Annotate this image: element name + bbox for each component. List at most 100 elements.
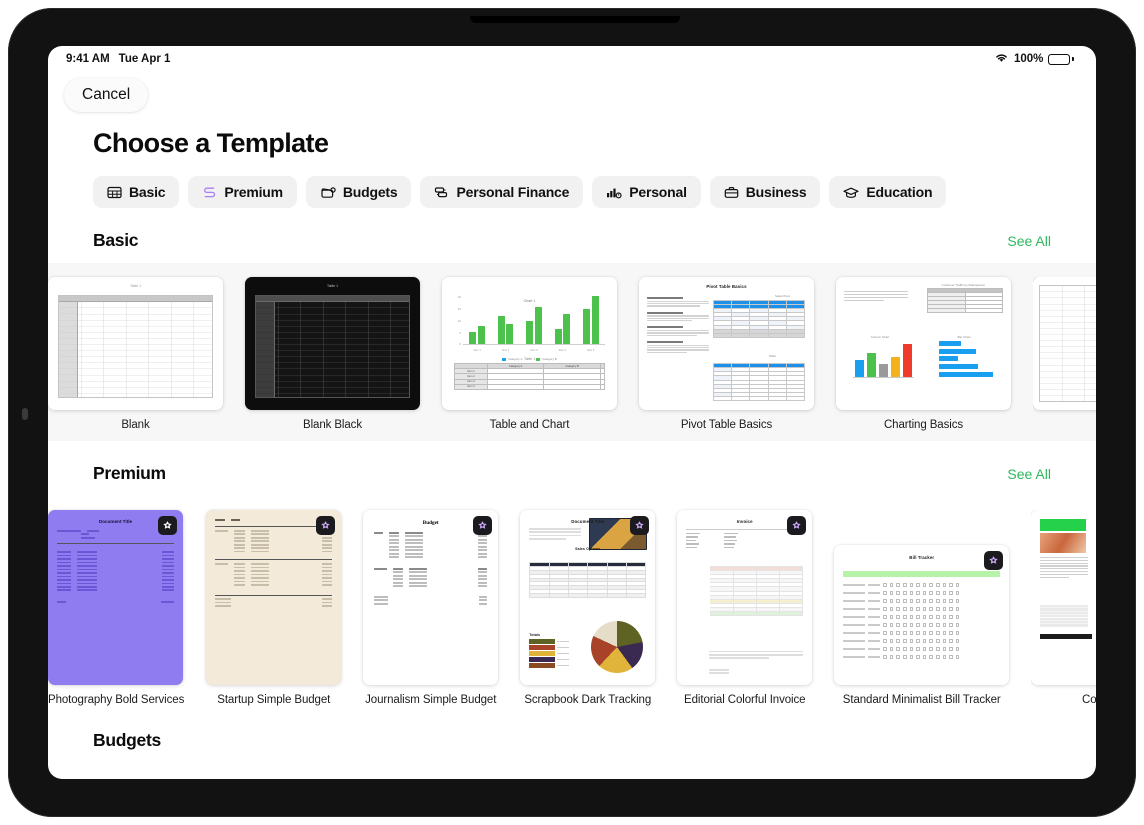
template-label: Table and Chart [489, 419, 570, 431]
template-tile-startup-simple-budget[interactable]: Startup Simple Budget [206, 510, 342, 706]
template-tile-scrapbook-dark-tracking[interactable]: Document Title Sales Options [520, 510, 656, 706]
table-row-headers [256, 302, 275, 397]
wifi-icon [994, 52, 1009, 66]
pie-legend [529, 639, 570, 669]
doc-title: Invoice [736, 519, 753, 524]
category-chip-personal[interactable]: Personal [592, 176, 701, 208]
premium-badge-icon [158, 516, 177, 535]
see-all-basic[interactable]: See All [1007, 233, 1051, 249]
template-tile-blank-black[interactable]: Table 1 Blank Black [245, 277, 420, 431]
chip-label: Business [745, 184, 807, 200]
section-title: Budgets [93, 730, 161, 750]
pivot-description-text [647, 297, 709, 358]
premium-template-row[interactable]: Document Title [48, 496, 1096, 716]
battery-full-icon [1048, 53, 1074, 65]
template-thumbnail[interactable]: Bill Tracker [834, 545, 1010, 685]
template-label: Comm [1082, 694, 1096, 706]
bill-row [843, 637, 1000, 645]
template-thumbnail[interactable]: Budget [363, 510, 499, 685]
template-label: Standard Minimalist Bill Tracker [842, 694, 1001, 706]
category-chip-business[interactable]: Business [709, 176, 821, 208]
chip-label: Premium [224, 184, 283, 200]
invoice-table [686, 565, 804, 617]
bar-chart-title: Bar Chart [957, 335, 971, 339]
bill-row [843, 645, 1000, 653]
table-header-row [59, 296, 212, 302]
template-thumbnail[interactable]: Customer Traffic by Salesperson Colu [836, 277, 1011, 410]
table-caption: Table 1 [327, 284, 338, 288]
template-tile-pivot-table-basics[interactable]: Pivot Table Basics Sales Pivot [639, 277, 814, 431]
plot-area [853, 340, 914, 378]
column-chart-title: Column Chart [870, 335, 890, 339]
doc-title: Budget [422, 520, 439, 526]
template-thumbnail[interactable]: Chart 1 20 15 10 5 0 [442, 277, 617, 410]
community-banner [1040, 519, 1087, 531]
template-thumbnail[interactable]: Document Title [48, 510, 183, 685]
chip-label: Budgets [342, 184, 398, 200]
pie-chart-preview [591, 621, 644, 673]
template-label: Blank Black [303, 419, 362, 431]
ipad-device-frame: 9:41 AM Tue Apr 1 100% Cancel [8, 8, 1136, 817]
blank-table-grid [58, 295, 213, 398]
template-label: Photography Bold Services [48, 694, 185, 706]
bar-chart-icon [606, 186, 622, 199]
chip-label: Personal Finance [456, 184, 570, 200]
category-chip-personal-finance[interactable]: Personal Finance [420, 176, 584, 208]
section-title: Basic [93, 230, 139, 250]
template-tile-charting-basics[interactable]: Customer Traffic by Salesperson Colu [836, 277, 1011, 431]
template-tile-standard-minimalist-bill-tracker[interactable]: Bill Tracker [834, 510, 1010, 706]
doc-title: Document Title [98, 519, 133, 524]
column-chart-preview: Column Chart [846, 335, 914, 384]
template-chooser-scroll[interactable]: Choose a Template Basic Premium [48, 118, 1096, 779]
status-time: 9:41 AM [66, 53, 110, 65]
x-axis-labels: Item 1 Item 2 Item 3 Item 4 Item 5 [463, 349, 605, 352]
category-chip-premium[interactable]: Premium [188, 176, 297, 208]
template-tile-editorial-colorful-invoice[interactable]: Invoice [677, 510, 813, 706]
cancel-button[interactable]: Cancel [64, 78, 149, 112]
premium-badge-icon [630, 516, 650, 535]
template-thumbnail[interactable] [206, 510, 342, 685]
status-bar: 9:41 AM Tue Apr 1 100% [48, 46, 1096, 72]
bill-row [843, 581, 1000, 589]
blank-table-grid [255, 295, 410, 398]
bill-row [843, 613, 1000, 621]
template-tile-blank[interactable]: Table 1 Blank [48, 277, 223, 431]
pivot-caption: Table [768, 354, 776, 358]
template-thumbnail[interactable]: Table 1 [245, 277, 420, 410]
table-row-headers [59, 302, 78, 397]
template-thumbnail[interactable] [1033, 277, 1096, 410]
see-all-premium[interactable]: See All [1007, 466, 1051, 482]
template-tile-community[interactable]: Comm [1031, 510, 1096, 706]
basic-template-row[interactable]: Table 1 Blank Table 1 [48, 263, 1096, 441]
y-tick: 15 [457, 307, 461, 311]
template-tile-clipped[interactable] [1033, 277, 1096, 431]
template-thumbnail[interactable]: Pivot Table Basics Sales Pivot [639, 277, 814, 410]
community-text [1040, 557, 1089, 579]
td: Item 4 [454, 383, 488, 390]
plot-area [463, 295, 605, 345]
y-tick: 0 [459, 342, 461, 346]
battery-percent-label: 100% [1013, 53, 1044, 65]
graduation-cap-icon [843, 186, 860, 199]
bill-row [843, 653, 1000, 661]
section-title: Premium [93, 463, 166, 483]
chip-label: Personal [629, 184, 687, 200]
category-chip-basic[interactable]: Basic [93, 176, 180, 208]
premium-row-wrap: Document Title [48, 496, 1096, 716]
template-tile-journalism-simple-budget[interactable]: Budget [363, 510, 499, 706]
template-thumbnail[interactable]: Document Title Sales Options [520, 510, 656, 685]
briefcase-icon [724, 186, 739, 199]
template-tile-photography-bold-services[interactable]: Document Title [48, 510, 184, 706]
category-chip-budgets[interactable]: Budgets [305, 176, 412, 208]
bill-row [843, 629, 1000, 637]
template-thumbnail[interactable] [1031, 510, 1096, 685]
legend-item: Category A [502, 357, 522, 361]
section-header-premium: Premium See All [93, 463, 1051, 484]
template-thumbnail[interactable]: Invoice [677, 510, 813, 685]
category-chip-education[interactable]: Education [829, 176, 947, 208]
pivot-caption: Sales Pivot [774, 294, 790, 298]
template-thumbnail[interactable]: Table 1 [48, 277, 223, 410]
premium-badge-icon [787, 516, 807, 535]
template-tile-table-and-chart[interactable]: Chart 1 20 15 10 5 0 [442, 277, 617, 431]
y-tick: 10 [457, 319, 461, 323]
